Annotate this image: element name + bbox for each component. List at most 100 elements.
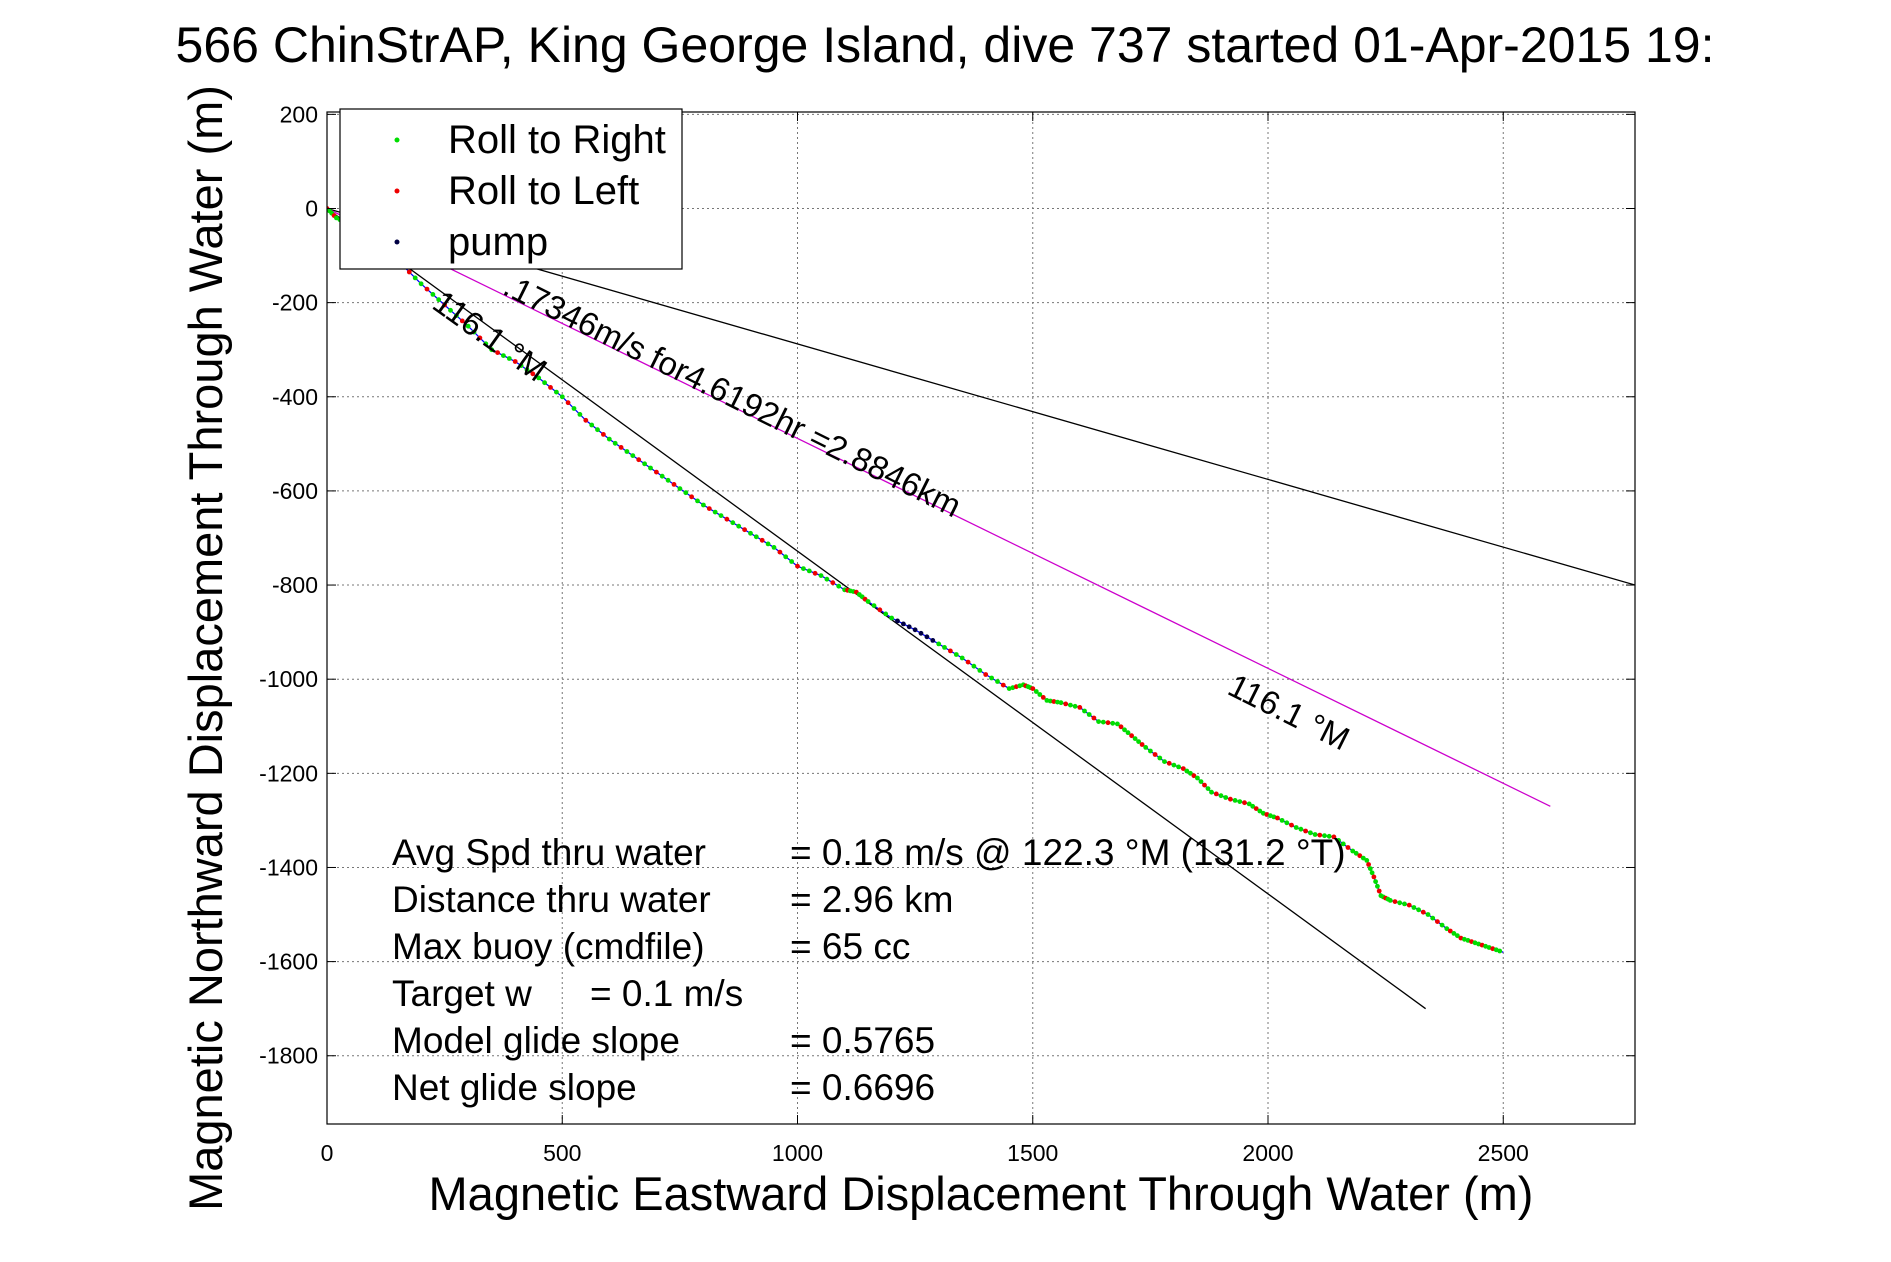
- track-point: [1439, 922, 1445, 928]
- track-point: [1303, 828, 1308, 834]
- track-point: [689, 494, 694, 500]
- track-point: [1166, 760, 1172, 766]
- track-point: [1176, 764, 1181, 770]
- track-point: [1455, 933, 1460, 939]
- stat-value-target-w: = 0.1 m/s: [590, 973, 743, 1014]
- track-point: [1246, 801, 1252, 807]
- track-point: [1367, 866, 1373, 871]
- track-point: [971, 663, 977, 669]
- track-point: [1195, 775, 1200, 781]
- track-point: [671, 482, 677, 487]
- track-point: [953, 652, 959, 657]
- track-point: [548, 385, 553, 390]
- track-point: [583, 417, 589, 423]
- track-point: [1392, 899, 1398, 904]
- track-point: [1435, 919, 1440, 924]
- track-point: [1086, 712, 1092, 717]
- track-point: [465, 323, 471, 329]
- track-point: [554, 389, 559, 395]
- track-point: [1184, 768, 1190, 774]
- track-point: [1406, 902, 1412, 908]
- track-point: [1376, 888, 1382, 894]
- track-point: [1275, 815, 1280, 821]
- track-point: [801, 566, 806, 571]
- track-point: [412, 275, 418, 281]
- track-point: [701, 502, 706, 508]
- track-point: [912, 627, 918, 633]
- track-point: [665, 477, 671, 483]
- track-point: [1340, 841, 1346, 847]
- legend: Roll to Right Roll to Left pump: [339, 108, 683, 270]
- track-point: [1284, 820, 1290, 826]
- track-point: [1397, 900, 1403, 906]
- track-point: [1139, 742, 1145, 747]
- track-point: [1353, 850, 1359, 856]
- track-point: [889, 615, 894, 621]
- stat-label-target-w: Target w: [392, 973, 532, 1014]
- legend-label-pump: pump: [448, 220, 548, 264]
- y-tick-label: -1800: [259, 1043, 318, 1069]
- track-point: [1430, 915, 1436, 921]
- track-point: [436, 297, 442, 303]
- track-point: [559, 394, 565, 400]
- track-point: [1006, 686, 1012, 691]
- y-tick-label: -1000: [259, 666, 318, 692]
- track-point: [1136, 739, 1141, 744]
- track-point: [454, 313, 459, 318]
- y-tick-label: -200: [272, 290, 318, 316]
- legend-label-roll-right: Roll to Right: [448, 118, 666, 162]
- track-point: [877, 607, 883, 613]
- track-point: [524, 367, 530, 373]
- track-point: [1198, 779, 1204, 784]
- track-point: [571, 406, 577, 411]
- track-point: [1253, 806, 1259, 811]
- track-point: [530, 371, 536, 377]
- track-point: [1100, 719, 1106, 725]
- track-point: [442, 302, 447, 308]
- track-point: [706, 506, 712, 511]
- track-point: [1472, 940, 1478, 946]
- track-point: [942, 645, 947, 650]
- track-point: [648, 465, 653, 471]
- track-point: [1375, 883, 1380, 889]
- stat-label-net-glide: Net glide slope: [392, 1067, 637, 1108]
- track-point: [936, 641, 942, 647]
- legend-marker-roll-right: [394, 137, 400, 143]
- track-point: [995, 679, 1000, 684]
- track-point: [1209, 789, 1214, 795]
- x-tick-label: 0: [321, 1140, 334, 1166]
- y-tick-label: 0: [305, 195, 318, 221]
- y-tick-label: -400: [272, 384, 318, 410]
- x-tick-label: 2000: [1242, 1140, 1293, 1166]
- track-point: [771, 545, 777, 550]
- chart-title: 566 ChinStrAP, King George Island, dive …: [176, 17, 1715, 73]
- track-point: [1162, 759, 1167, 764]
- track-point: [906, 624, 912, 630]
- track-point: [1402, 901, 1407, 907]
- track-point: [683, 490, 689, 496]
- track-point: [1242, 800, 1247, 806]
- track-point: [1125, 730, 1131, 736]
- track-point: [1264, 812, 1270, 817]
- track-point: [806, 568, 812, 574]
- stat-value-avg-speed: = 0.18 m/s @ 122.3 °M (131.2 °T): [790, 832, 1346, 873]
- reference-line-1: [327, 207, 1635, 586]
- x-tick-label: 1000: [772, 1140, 823, 1166]
- track-point: [606, 436, 612, 442]
- track-point: [1420, 909, 1426, 915]
- track-point: [542, 380, 547, 386]
- track-point: [1366, 862, 1371, 867]
- track-point: [1416, 907, 1421, 913]
- track-point: [1051, 699, 1057, 704]
- stat-value-model-glide: = 0.5765: [790, 1020, 935, 1061]
- reference-line-2: [327, 207, 1551, 807]
- track-point: [1157, 755, 1163, 761]
- track-point: [977, 668, 983, 673]
- x-tick-label: 2500: [1478, 1140, 1529, 1166]
- track-point: [1312, 832, 1318, 837]
- track-point: [1462, 936, 1467, 942]
- track-point: [1171, 762, 1177, 768]
- track-point: [1132, 736, 1138, 741]
- track-point: [836, 583, 842, 589]
